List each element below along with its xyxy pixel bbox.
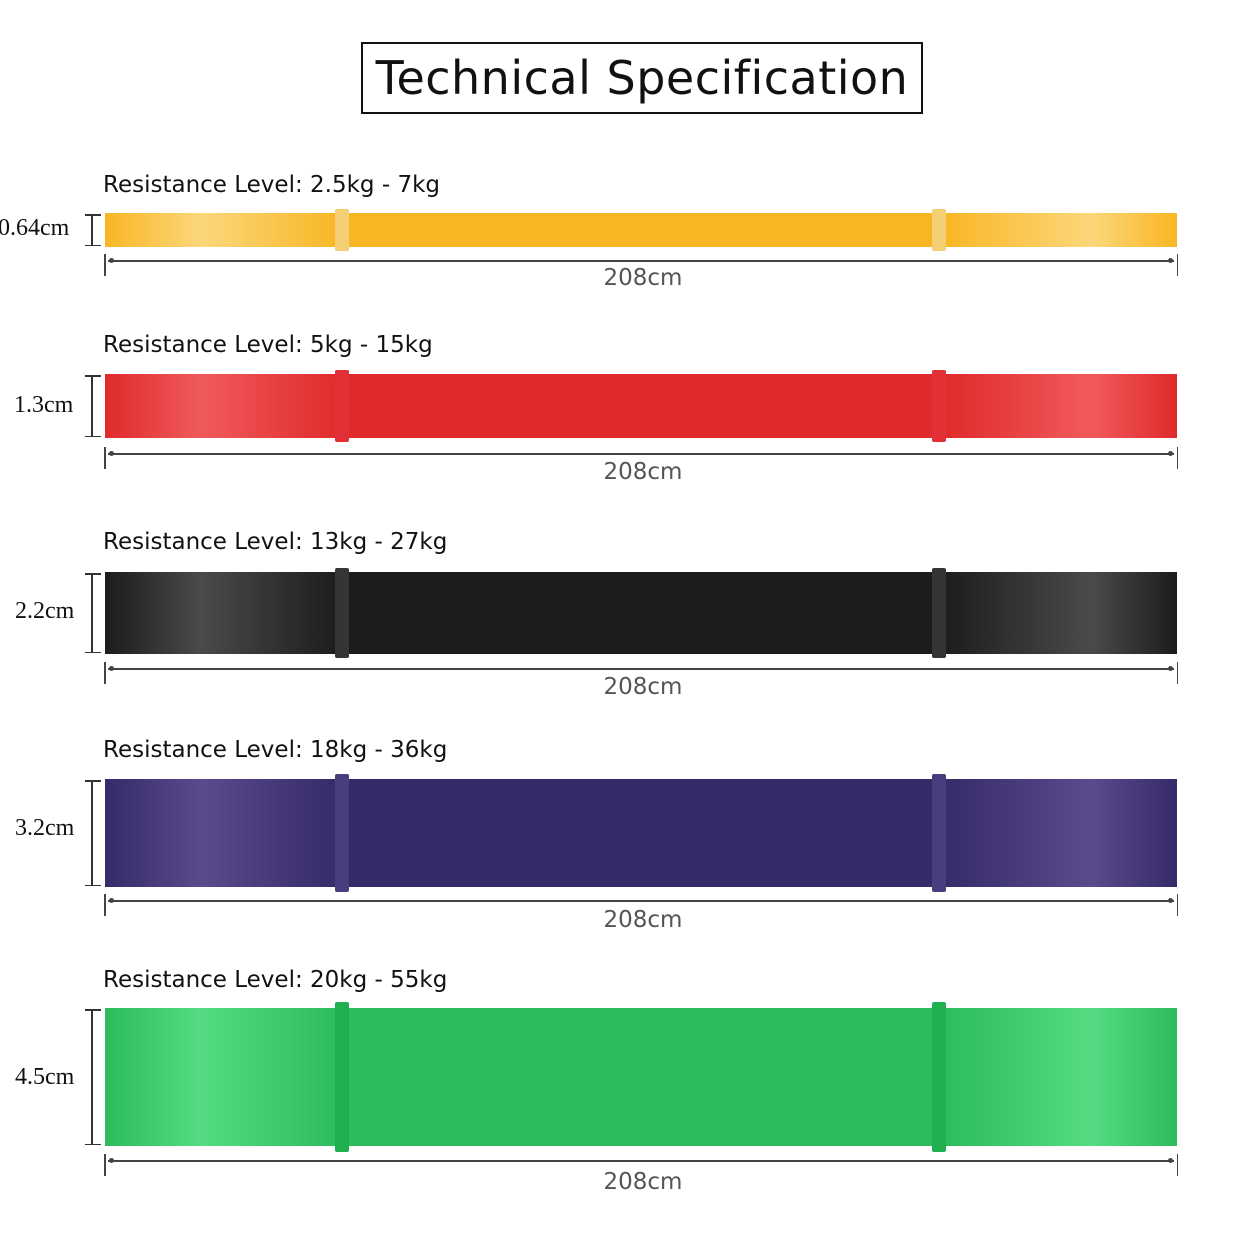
- band-red: [105, 370, 1177, 442]
- band-strap-left: [335, 1002, 349, 1152]
- length-dimension-marker: [104, 1154, 1178, 1176]
- resistance-label: Resistance Level: 18kg - 36kg: [103, 737, 448, 763]
- length-label: 208cm: [603, 265, 683, 291]
- band-purple: [105, 774, 1177, 892]
- length-label: 208cm: [603, 674, 683, 700]
- length-label: 208cm: [603, 459, 683, 485]
- length-dimension-marker: [104, 894, 1178, 916]
- length-dimension-marker: [104, 447, 1178, 469]
- band-strap-right: [932, 1002, 946, 1152]
- width-label: 3.2cm: [15, 815, 75, 841]
- width-label: 1.3cm: [14, 392, 74, 418]
- band-strap-left: [335, 568, 349, 658]
- length-label: 208cm: [603, 907, 683, 933]
- resistance-label: Resistance Level: 13kg - 27kg: [103, 529, 448, 555]
- resistance-label: Resistance Level: 20kg - 55kg: [103, 967, 448, 993]
- band-strap-right: [932, 370, 946, 442]
- band-strap-left: [335, 209, 349, 251]
- band-strap-right: [932, 568, 946, 658]
- band-strap-left: [335, 370, 349, 442]
- width-label: 4.5cm: [15, 1064, 75, 1090]
- band-strap-left: [335, 774, 349, 892]
- page-title: Technical Specification: [375, 51, 909, 105]
- width-dimension-marker: [85, 375, 101, 437]
- width-dimension-marker: [85, 214, 101, 246]
- width-dimension-marker: [85, 573, 101, 653]
- band-strap-right: [932, 209, 946, 251]
- title-box: Technical Specification: [361, 42, 923, 114]
- length-label: 208cm: [603, 1169, 683, 1195]
- width-dimension-marker: [85, 780, 101, 886]
- resistance-label: Resistance Level: 2.5kg - 7kg: [103, 172, 440, 198]
- length-dimension-marker: [104, 662, 1178, 684]
- resistance-label: Resistance Level: 5kg - 15kg: [103, 332, 433, 358]
- band-green: [105, 1002, 1177, 1152]
- band-yellow: [105, 209, 1177, 251]
- band-strap-right: [932, 774, 946, 892]
- length-dimension-marker: [104, 254, 1178, 276]
- width-label: 0.64cm: [0, 215, 70, 241]
- band-black: [105, 568, 1177, 658]
- width-dimension-marker: [85, 1009, 101, 1145]
- width-label: 2.2cm: [15, 598, 75, 624]
